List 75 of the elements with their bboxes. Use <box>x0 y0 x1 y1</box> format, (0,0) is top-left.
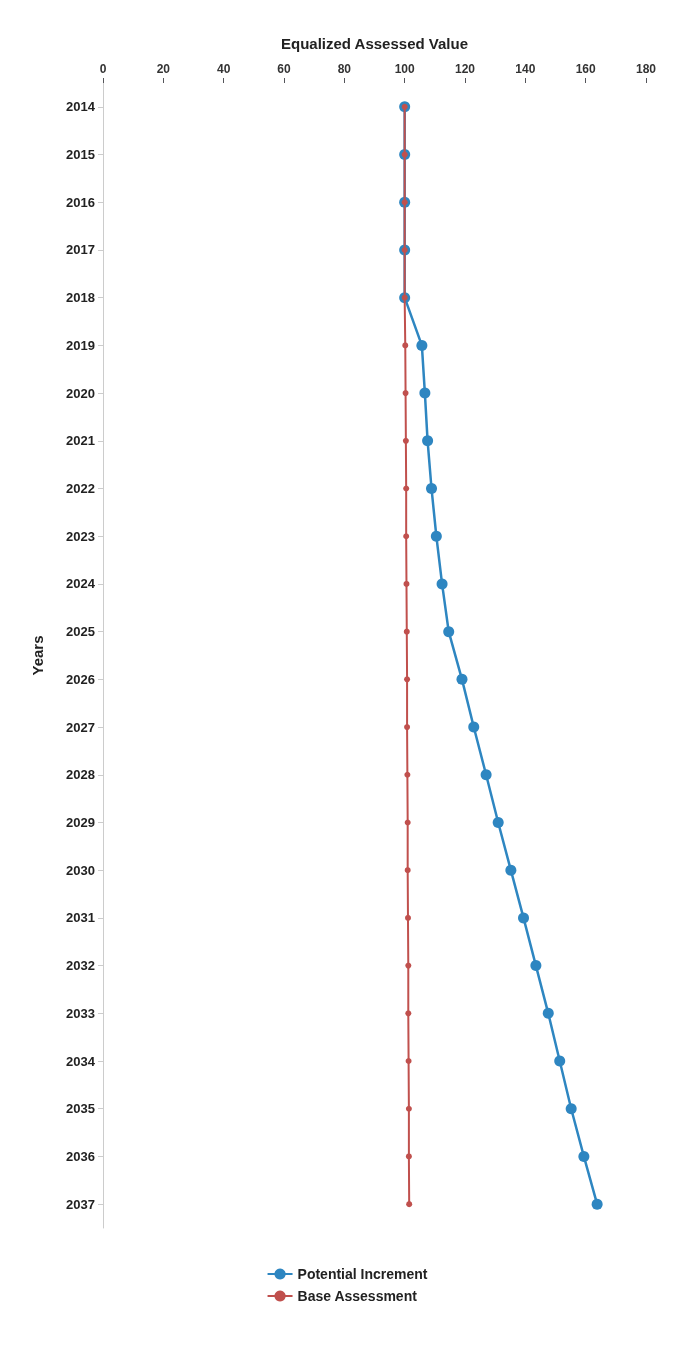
x-tick-label: 160 <box>575 62 596 76</box>
y-tick-label: 2023 <box>66 528 95 544</box>
point <box>405 1105 412 1112</box>
point <box>405 1153 412 1160</box>
point <box>518 912 530 924</box>
point <box>402 390 409 397</box>
point <box>456 673 468 685</box>
point <box>505 864 517 876</box>
y-tick-label: 2034 <box>66 1053 96 1069</box>
y-tick-label: 2030 <box>66 862 95 878</box>
x-tick-label: 140 <box>515 62 536 76</box>
y-tick-label: 2022 <box>66 481 95 497</box>
y-tick-label: 2020 <box>66 385 95 401</box>
x-tick-label: 80 <box>337 62 352 76</box>
point <box>530 960 542 972</box>
y-tick-label: 2028 <box>66 767 95 783</box>
x-tick-label: 0 <box>99 62 107 76</box>
y-tick-label: 2032 <box>66 958 95 974</box>
point <box>404 914 411 921</box>
y-tick-label: 2036 <box>66 1148 95 1164</box>
point <box>404 724 411 731</box>
point <box>403 485 410 492</box>
point <box>403 628 410 635</box>
x-tick-label: 100 <box>394 62 415 76</box>
y-tick-label: 2021 <box>66 433 95 449</box>
legend-label: Base Assessment <box>297 1288 418 1304</box>
y-tick-label: 2015 <box>66 147 95 163</box>
y-tick-label: 2019 <box>66 337 95 353</box>
x-axis-title: Equalized Assessed Value <box>280 35 469 52</box>
x-tick-label: 120 <box>454 62 476 76</box>
point <box>578 1150 590 1162</box>
point <box>404 771 411 778</box>
x-tick-label: 40 <box>216 62 231 76</box>
y-tick-label: 2014 <box>66 99 96 115</box>
y-tick-label: 2017 <box>66 242 95 258</box>
point <box>492 816 504 828</box>
y-tick-label: 2033 <box>66 1005 95 1021</box>
point <box>426 483 438 495</box>
y-axis-title: Years <box>29 635 46 676</box>
x-tick-label: 180 <box>635 62 657 76</box>
point <box>554 1055 566 1067</box>
point <box>405 962 412 969</box>
point <box>403 580 410 587</box>
y-tick-label: 2026 <box>66 671 95 687</box>
point <box>402 437 409 444</box>
point <box>443 626 455 638</box>
point <box>468 721 480 733</box>
point <box>565 1103 577 1115</box>
point <box>404 676 411 683</box>
y-tick-label: 2035 <box>66 1101 95 1117</box>
x-tick-label: 60 <box>277 62 291 76</box>
legend-label: Potential Increment <box>297 1266 428 1282</box>
point <box>436 578 448 590</box>
y-tick-label: 2027 <box>66 719 95 735</box>
point <box>402 342 409 349</box>
point <box>416 339 428 351</box>
point <box>591 1198 603 1210</box>
point <box>430 530 442 542</box>
y-tick-label: 2018 <box>66 290 95 306</box>
y-tick-label: 2031 <box>66 910 95 926</box>
y-tick-label: 2025 <box>66 624 95 640</box>
x-tick-label: 20 <box>156 62 171 76</box>
point <box>406 1201 413 1208</box>
point <box>404 867 411 874</box>
point <box>405 1010 412 1017</box>
point <box>480 769 492 781</box>
point <box>419 387 431 399</box>
y-tick-label: 2029 <box>66 814 95 830</box>
point <box>403 533 410 540</box>
y-tick-label: 2016 <box>66 194 95 210</box>
y-tick-label: 2037 <box>66 1196 95 1212</box>
point <box>542 1007 554 1019</box>
point <box>405 1058 412 1065</box>
y-tick-label: 2024 <box>66 576 96 592</box>
point <box>422 435 434 447</box>
